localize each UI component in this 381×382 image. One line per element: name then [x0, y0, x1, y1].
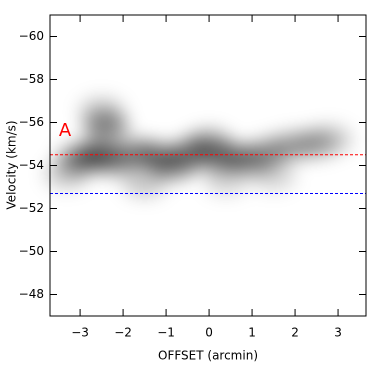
y-tick-label: −50	[19, 244, 44, 258]
x-tick-label: −2	[114, 326, 132, 340]
emission-blob	[79, 97, 124, 126]
x-tick-label: 3	[334, 326, 342, 340]
y-tick-label: −48	[19, 287, 44, 301]
emission-blob	[251, 162, 296, 191]
x-tick-label: −1	[157, 326, 175, 340]
y-tick-label: −54	[19, 158, 44, 172]
y-tick-label: −56	[19, 115, 44, 129]
x-tick-label: 0	[205, 326, 213, 340]
x-tick-label: 1	[248, 326, 256, 340]
y-tick-label: −60	[19, 29, 44, 43]
x-tick-label: −3	[71, 326, 89, 340]
emission-map	[45, 97, 352, 197]
annotation: A	[59, 120, 72, 141]
emission-blob	[45, 160, 90, 189]
emission-blob	[307, 125, 352, 154]
x-tick-label: 2	[291, 326, 299, 340]
y-tick-label: −58	[19, 72, 44, 86]
y-axis-label: Velocity (km/s)	[5, 120, 19, 209]
x-axis-label: OFFSET (arcmin)	[158, 349, 258, 363]
emission-blob	[122, 168, 167, 197]
emission-blob	[204, 166, 249, 195]
y-tick-label: −52	[19, 201, 44, 215]
